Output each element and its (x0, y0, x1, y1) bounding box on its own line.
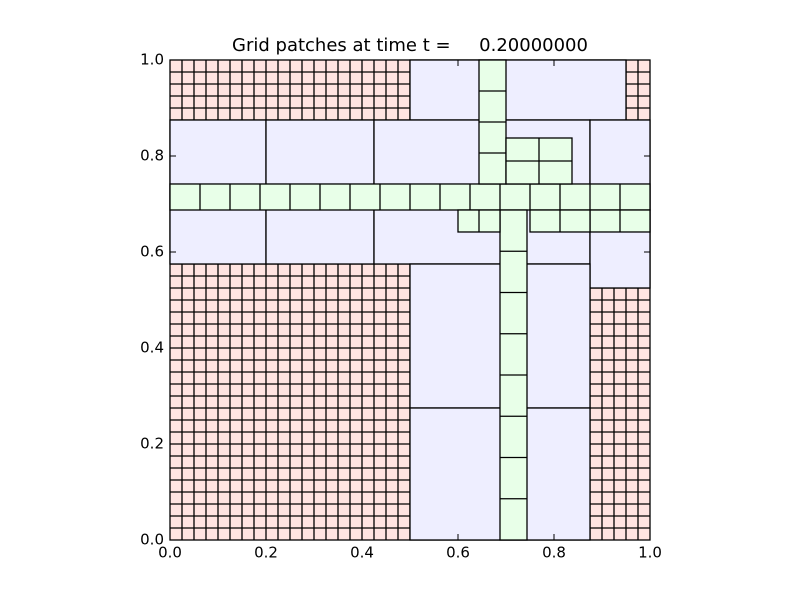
patch (505, 137, 573, 185)
patch (529, 209, 591, 233)
y-tick-label: 0.6 (140, 243, 164, 261)
y-tick-label: 0.4 (140, 339, 164, 357)
chart-title: Grid patches at time t = 0.20000000 (232, 35, 588, 56)
patch (457, 209, 501, 233)
patch (478, 59, 507, 185)
y-tick-label: 1.0 (140, 51, 164, 69)
y-tick-label: 0.8 (140, 147, 164, 165)
x-tick-label: 0.4 (350, 544, 374, 562)
patch (499, 209, 528, 541)
patch (169, 183, 651, 211)
patch-rect (409, 59, 627, 121)
patch (409, 59, 627, 121)
x-tick-label: 1.0 (638, 544, 662, 562)
x-tick-label: 0.0 (158, 544, 182, 562)
patch (589, 209, 651, 233)
x-tick-label: 0.6 (446, 544, 470, 562)
x-tick-label: 0.2 (254, 544, 278, 562)
plot-frame (169, 59, 651, 541)
y-tick-label: 0.2 (140, 435, 164, 453)
y-tick-label: 0.0 (140, 531, 164, 549)
x-tick-label: 0.8 (542, 544, 566, 562)
